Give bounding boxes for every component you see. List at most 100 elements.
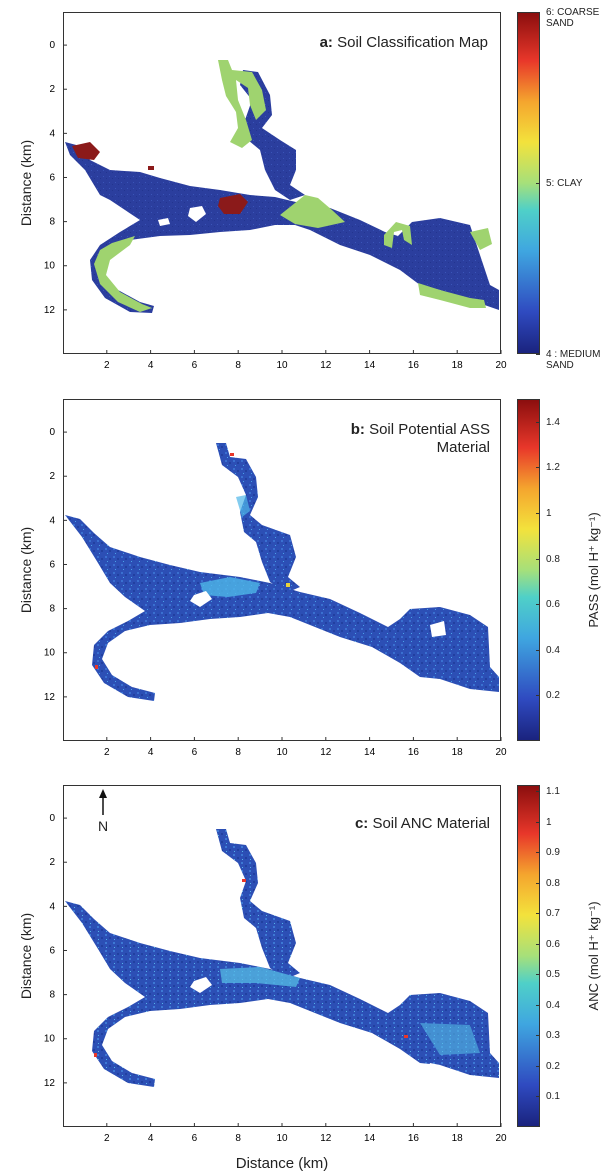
y-tick-label: 2 bbox=[49, 857, 55, 868]
x-tick-label: 10 bbox=[276, 360, 288, 371]
colorbar-tick-label: 0.1 bbox=[546, 1091, 560, 1103]
river-channel bbox=[65, 515, 499, 701]
y-tick-label: 0 bbox=[49, 813, 55, 824]
map-gap bbox=[188, 206, 206, 222]
axes-a: 2 4 6 8 10 12 14 16 18 20 0 2 4 6 8 10 12 bbox=[44, 40, 507, 371]
map-gap bbox=[428, 1063, 440, 1071]
map-title-a-prefix: a: bbox=[319, 34, 333, 51]
y-tick-label: 0 bbox=[49, 427, 55, 438]
x-tick-label: 2 bbox=[104, 747, 110, 758]
map-title-a-text: Soil Classification Map bbox=[337, 34, 488, 51]
x-tick-label: 12 bbox=[320, 747, 332, 758]
x-tick-label: 14 bbox=[364, 360, 376, 371]
colorbar-tick-label: 0.4 bbox=[546, 644, 560, 656]
x-tick-label: 18 bbox=[452, 360, 464, 371]
y-tick-label: 6 bbox=[49, 172, 55, 183]
coarse-sand-dot bbox=[148, 166, 154, 170]
colorbar-tick-label: 1.1 bbox=[546, 786, 560, 798]
y-tick-label: 12 bbox=[44, 1078, 56, 1089]
x-tick-label: 6 bbox=[192, 1133, 198, 1144]
high-value-speckle bbox=[200, 577, 260, 597]
colorbar-tick-label: 6: COARSE SAND bbox=[546, 7, 600, 29]
x-tick-label: 8 bbox=[235, 747, 241, 758]
colorbar-tick-mark bbox=[536, 695, 540, 697]
colorbar-c bbox=[517, 785, 540, 1127]
colorbar-tick-label: 0.9 bbox=[546, 847, 560, 859]
colorbar-tick-mark bbox=[536, 183, 540, 184]
high-value-speckle bbox=[220, 967, 300, 987]
x-tick-label: 4 bbox=[148, 360, 154, 371]
y-tick-label: 0 bbox=[49, 40, 55, 51]
panel-c: 2 4 6 8 10 12 14 16 18 20 0 2 4 6 8 10 12 N Distance (km… bbox=[0, 773, 616, 1163]
y-axis-label-c: Distance (km) bbox=[18, 912, 34, 1000]
x-tick-label: 16 bbox=[408, 1133, 420, 1144]
x-tick-label: 8 bbox=[235, 360, 241, 371]
x-tick-label: 16 bbox=[408, 747, 420, 758]
clay-southwest-arc bbox=[94, 236, 152, 312]
x-tick-label: 4 bbox=[148, 747, 154, 758]
colorbar-tick-label: 1 bbox=[546, 508, 552, 519]
map-gap bbox=[158, 218, 170, 226]
x-tick-label: 8 bbox=[235, 1133, 241, 1144]
colorbar-tick-label: 0.3 bbox=[546, 1030, 560, 1042]
map-a: 2 4 6 8 10 12 14 16 18 20 0 2 4 6 8 10 12 bbox=[44, 40, 507, 371]
colorbar-tick-mark bbox=[536, 791, 540, 793]
map-title-a: a: Soil Classification Map bbox=[320, 34, 488, 52]
river-channel bbox=[65, 901, 499, 1087]
x-tick-label: 12 bbox=[320, 360, 332, 371]
y-axis-label-a: Distance (km) bbox=[18, 139, 34, 227]
north-label: N bbox=[98, 818, 109, 834]
colorbar-b bbox=[517, 399, 540, 741]
coarse-sand-central bbox=[218, 194, 248, 214]
map-title-b-prefix: b: bbox=[350, 421, 365, 438]
y-axis-label-b: Distance (km) bbox=[18, 526, 34, 614]
colorbar-tick-label: 0.5 bbox=[546, 969, 560, 981]
colorbar-tick-mark bbox=[536, 1035, 540, 1037]
x-tick-label: 12 bbox=[320, 1133, 332, 1144]
y-tick-label: 4 bbox=[49, 128, 55, 139]
y-tick-label: 2 bbox=[49, 471, 55, 482]
y-tick-label: 4 bbox=[49, 901, 55, 912]
colorbar-tick-mark bbox=[536, 467, 540, 469]
colorbar-tick-label: 0.2 bbox=[546, 1060, 560, 1072]
colorbar-tick-mark bbox=[536, 913, 540, 915]
colorbar-tick-mark bbox=[536, 421, 540, 423]
colorbar-tick-mark bbox=[536, 974, 540, 976]
north-arrow-head bbox=[99, 789, 107, 798]
axes-c: 2 4 6 8 10 12 14 16 18 20 0 2 4 6 8 10 12 bbox=[44, 813, 507, 1144]
map-title-c-text: Soil ANC Material bbox=[372, 815, 490, 832]
colorbar-label-b: PASS (mol H⁺ kg⁻¹) bbox=[586, 512, 601, 628]
colorbar-tick-mark bbox=[536, 821, 540, 823]
x-tick-label: 6 bbox=[192, 747, 198, 758]
x-tick-label: 20 bbox=[495, 360, 507, 371]
colorbar-tick-mark bbox=[536, 1004, 540, 1006]
high-value-speckle bbox=[420, 1023, 480, 1055]
colorbar-tick-mark bbox=[536, 1065, 540, 1067]
map-b: 2 4 6 8 10 12 14 16 18 20 0 2 4 6 8 10 12 bbox=[44, 427, 507, 758]
colorbar-tick-label: 5: CLAY bbox=[546, 178, 583, 189]
x-tick-label: 6 bbox=[192, 360, 198, 371]
high-value-dot bbox=[242, 879, 246, 882]
colorbar-tick-mark bbox=[536, 558, 540, 560]
clay-east-edge bbox=[470, 228, 492, 250]
y-tick-label: 10 bbox=[44, 1034, 56, 1045]
x-tick-label: 2 bbox=[104, 360, 110, 371]
y-tick-label: 8 bbox=[49, 217, 55, 228]
x-tick-label: 20 bbox=[495, 1133, 507, 1144]
high-value-dot bbox=[230, 453, 234, 456]
y-tick-label: 2 bbox=[49, 84, 55, 95]
map-title-c: c: Soil ANC Material bbox=[355, 815, 490, 833]
colorbar-tick-label: 4 : MEDIUM SAND bbox=[546, 349, 601, 371]
y-tick-label: 8 bbox=[49, 604, 55, 615]
y-tick-label: 10 bbox=[44, 261, 56, 272]
x-tick-label: 18 bbox=[452, 1133, 464, 1144]
map-title-c-prefix: c: bbox=[354, 815, 369, 832]
panel-b: 2 4 6 8 10 12 14 16 18 20 0 2 4 6 8 10 12 Distance (km) … bbox=[0, 387, 616, 777]
x-tick-label: 2 bbox=[104, 1133, 110, 1144]
clay-north-channel bbox=[218, 60, 266, 148]
map-title-b-text: Soil Potential ASS Material bbox=[369, 421, 490, 456]
y-tick-label: 12 bbox=[44, 692, 56, 703]
map-c: 2 4 6 8 10 12 14 16 18 20 0 2 4 6 8 10 12 bbox=[44, 789, 507, 1144]
panel-a: 2 4 6 8 10 12 14 16 18 20 0 2 4 6 8 10 12 Distance (km) … bbox=[0, 0, 616, 390]
north-tributary bbox=[216, 443, 300, 593]
